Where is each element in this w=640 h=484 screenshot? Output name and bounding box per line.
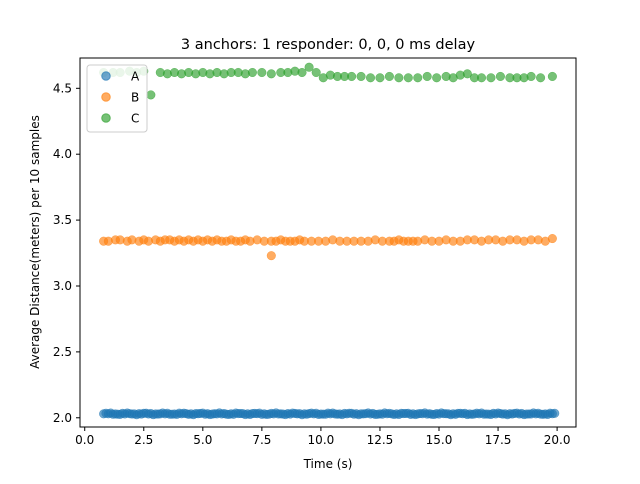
point-series-b [547, 233, 557, 244]
x-tick-label: 2.5 [134, 433, 153, 447]
legend-marker-c [101, 113, 111, 123]
legend-box [86, 64, 148, 133]
x-tick-label: 0.0 [75, 433, 94, 447]
legend-label-c: C [131, 112, 139, 126]
legend-marker-a [101, 71, 111, 81]
point-series-c [526, 71, 536, 81]
point-series-c [486, 73, 496, 83]
x-tick-label: 12.5 [367, 433, 394, 447]
legend-label-b: B [131, 91, 139, 105]
point-series-c [304, 62, 314, 72]
y-tick-label: 3.5 [53, 213, 72, 227]
legend-marker-b [101, 92, 111, 102]
y-axis: 2.0 2.5 3.0 3.5 4.0 4.5 [53, 81, 80, 425]
point-series-c [432, 73, 442, 83]
point-series-a [550, 408, 560, 418]
point-series-c [297, 67, 307, 78]
point-series-c [257, 67, 267, 78]
point-series-c [495, 71, 505, 81]
point-series-c [422, 71, 432, 81]
x-tick-label: 20.0 [544, 433, 571, 447]
x-tick-label: 7.5 [252, 433, 271, 447]
y-tick-label: 2.5 [53, 345, 72, 359]
point-series-c [413, 73, 423, 83]
y-tick-label: 2.0 [53, 411, 72, 425]
x-axis: 0.0 2.5 5.0 7.5 10.0 12.5 15.0 17.5 20.0 [75, 427, 570, 447]
x-tick-label: 10.0 [308, 433, 335, 447]
point-series-c [266, 69, 276, 79]
legend-label-a: A [131, 70, 140, 84]
y-tick-label: 4.5 [53, 81, 72, 95]
point-series-c [311, 67, 321, 78]
point-series-b-outlier [266, 251, 276, 261]
x-tick-label: 17.5 [485, 433, 512, 447]
point-series-c [394, 73, 404, 83]
point-series-c-outlier [146, 90, 156, 100]
point-series-c [536, 73, 546, 83]
x-tick-label: 5.0 [193, 433, 212, 447]
data-layer [99, 62, 560, 420]
point-series-c [403, 73, 413, 83]
point-series-c [462, 69, 472, 79]
chart-title: 3 anchors: 1 responder: 0, 0, 0 ms delay [181, 37, 476, 53]
y-tick-label: 4.0 [53, 147, 72, 161]
point-series-c [547, 71, 557, 81]
point-series-c [476, 73, 487, 83]
point-series-c [365, 73, 376, 83]
point-series-c [375, 73, 385, 83]
y-axis-label: Average Distance(meters) per 10 samples [28, 115, 42, 369]
x-axis-label: Time (s) [303, 457, 353, 471]
y-tick-label: 3.0 [53, 279, 72, 293]
point-series-c [247, 67, 257, 78]
x-tick-label: 15.0 [426, 433, 453, 447]
point-series-c [384, 71, 394, 81]
legend: ABC [86, 64, 148, 133]
point-series-c [347, 71, 357, 81]
point-series-c [356, 71, 366, 81]
